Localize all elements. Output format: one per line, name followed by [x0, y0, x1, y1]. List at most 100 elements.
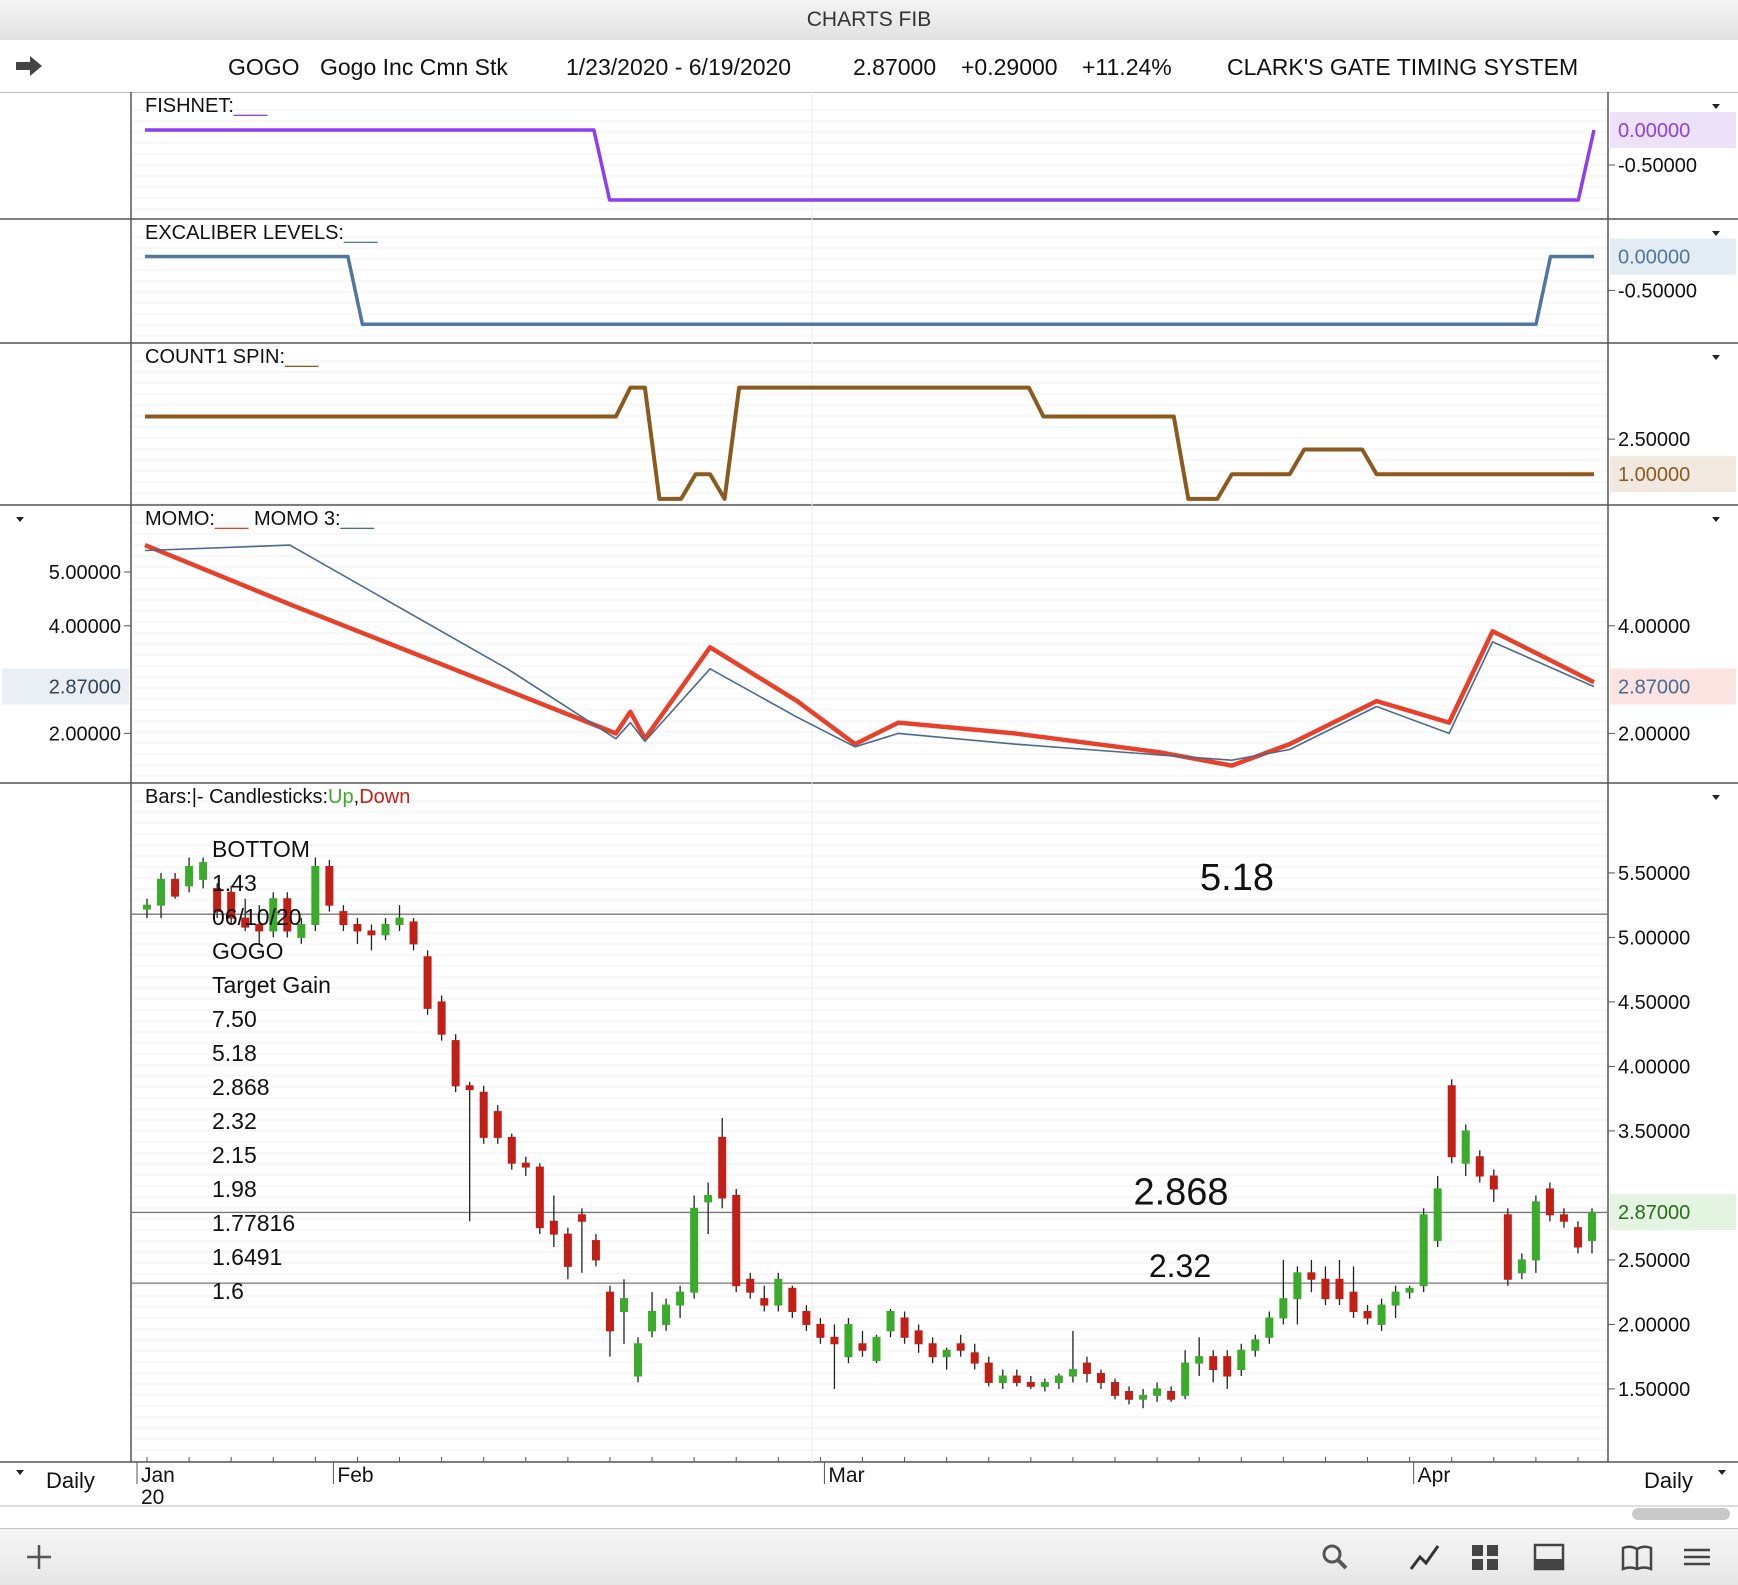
candle-up [381, 924, 390, 936]
panel-title: Bars:|- Candlesticks:Up,Down [145, 786, 410, 808]
last-value-label: 2.87000 [1618, 1202, 1690, 1224]
panel-title: EXCALIBER LEVELS:___ [145, 222, 378, 244]
candle-up [1265, 1317, 1274, 1338]
target-annotation-line: 06/10/20 [212, 904, 302, 930]
candle-down [1209, 1356, 1218, 1371]
arrow-right-icon[interactable] [14, 54, 44, 78]
candle-down [802, 1311, 811, 1325]
candle-down [227, 891, 236, 919]
candles-label: Candlesticks: [209, 786, 328, 808]
candle-up [395, 917, 404, 926]
last-value-label: 0.00000 [1618, 120, 1690, 142]
series-line-fishnet [145, 128, 1596, 202]
panel-left-menu-icon [16, 517, 24, 522]
menu-icon[interactable] [1680, 1541, 1714, 1573]
candle-down [1475, 1156, 1484, 1177]
line-chart-icon[interactable] [1408, 1541, 1442, 1573]
candle-up [942, 1349, 951, 1358]
series-line-excaliber-levels [145, 254, 1594, 326]
candle-up [1139, 1394, 1148, 1400]
bars-mark: |- [192, 786, 204, 808]
excaliber-swatch: ___ [343, 222, 378, 244]
candle-down [1307, 1272, 1316, 1280]
candle-up [1040, 1381, 1049, 1387]
book-icon[interactable] [1620, 1541, 1654, 1573]
candle-up [297, 924, 306, 938]
candle-down [367, 930, 376, 936]
period-menu-icon-right [1718, 1470, 1726, 1475]
candle-down [1082, 1362, 1091, 1374]
last-value-badge [1610, 238, 1736, 275]
candle-up [269, 898, 278, 932]
add-icon[interactable] [22, 1541, 56, 1573]
candle-up [1279, 1298, 1288, 1319]
bottom-toolbar [0, 1528, 1738, 1585]
y-tick-label-left: 4.00000 [49, 616, 121, 638]
horizontal-scrollbar[interactable] [1632, 1508, 1730, 1520]
candle-down [914, 1330, 923, 1345]
candle-up [1377, 1304, 1386, 1325]
candle-down [1026, 1381, 1035, 1387]
candle-down [493, 1111, 502, 1138]
candle-down [928, 1343, 937, 1358]
candle-down [325, 865, 334, 906]
last-value-badge [1610, 456, 1736, 493]
candle-up [1054, 1375, 1063, 1383]
period-right[interactable]: Daily [1644, 1468, 1693, 1493]
bars-label: Bars: [145, 786, 192, 808]
target-annotation-line: 1.6 [212, 1278, 244, 1304]
candle-down [283, 898, 292, 932]
grid-icon[interactable] [1468, 1541, 1502, 1573]
fishnet-swatch: ___ [233, 95, 268, 117]
candle-down [1447, 1085, 1456, 1158]
target-annotation-line: 1.77816 [212, 1210, 295, 1236]
candle-up [157, 878, 166, 906]
candle-down [549, 1220, 558, 1235]
candle-up [1391, 1291, 1400, 1306]
period-left[interactable]: Daily [46, 1468, 95, 1493]
momo3-label: MOMO 3: [254, 508, 341, 530]
candle-up [1433, 1188, 1442, 1242]
candle-down [437, 1001, 446, 1035]
target-annotation-line: 1.6491 [212, 1244, 282, 1270]
y-tick-label: 2.50000 [1618, 1250, 1690, 1272]
legend-up: Up [328, 786, 354, 808]
candle-down [479, 1091, 488, 1138]
candle-down [1321, 1278, 1330, 1300]
candle-up [143, 904, 151, 910]
legend-down: Down [359, 786, 410, 808]
candle-down [521, 1162, 530, 1168]
price-change: +0.29000 [961, 54, 1058, 80]
candle-up [690, 1207, 699, 1293]
panel-menu-icon [1712, 517, 1720, 522]
panel-title: FISHNET:___ [145, 95, 268, 117]
candle-down [956, 1343, 965, 1351]
target-annotation-line: 1.43 [212, 870, 257, 896]
candle-down [1349, 1291, 1358, 1313]
y-tick-label: 2.50000 [1618, 429, 1690, 451]
y-tick-label: 1.50000 [1618, 1379, 1690, 1401]
candle-down [718, 1136, 727, 1199]
last-price: 2.87000 [853, 54, 937, 80]
panel-icon[interactable] [1532, 1541, 1566, 1573]
candle-down [900, 1317, 909, 1338]
candle-down [1545, 1188, 1554, 1216]
candle-down [1489, 1175, 1498, 1190]
x-tick-label: Jan [141, 1464, 175, 1487]
search-icon[interactable] [1318, 1541, 1352, 1573]
date-range: 1/23/2020 - 6/19/2020 [566, 54, 792, 80]
candle-up [1588, 1211, 1596, 1242]
candle-up [1419, 1214, 1428, 1287]
candle-down [339, 911, 348, 926]
candle-down [788, 1287, 797, 1313]
panel-menu-icon [1712, 104, 1720, 109]
candle-down [830, 1336, 839, 1345]
candle-down [409, 921, 418, 945]
candle-up [648, 1311, 657, 1332]
x-tick-label: Apr [1418, 1464, 1451, 1487]
candle-down [577, 1214, 586, 1222]
y-tick-label: 4.00000 [1618, 616, 1690, 638]
candle-down [1012, 1375, 1021, 1383]
candle-up [619, 1298, 628, 1313]
